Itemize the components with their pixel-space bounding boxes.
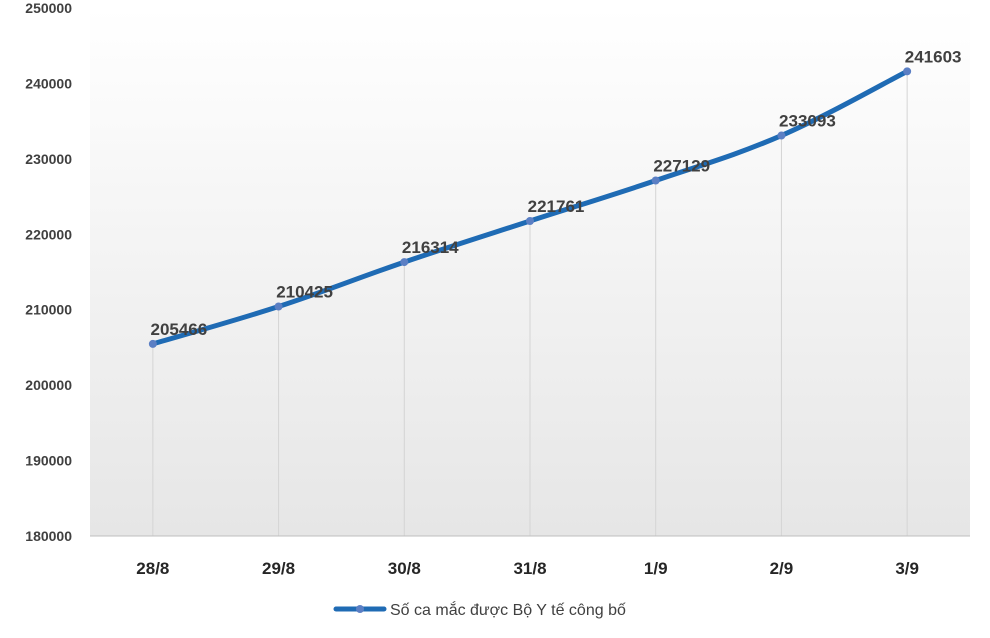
data-label: 221761 <box>528 197 585 216</box>
legend-label: Số ca mắc được Bộ Y tế công bố <box>390 600 626 619</box>
y-tick-label: 200000 <box>25 377 72 393</box>
x-tick-label: 1/9 <box>644 559 668 578</box>
x-tick-label: 2/9 <box>770 559 794 578</box>
legend: Số ca mắc được Bộ Y tế công bố <box>333 600 626 619</box>
y-tick-label: 240000 <box>25 75 72 91</box>
x-tick-label: 31/8 <box>513 559 546 578</box>
y-tick-label: 180000 <box>25 528 72 544</box>
data-label: 233093 <box>779 112 836 131</box>
data-point <box>651 176 660 185</box>
legend-marker <box>356 605 364 613</box>
x-tick-label: 29/8 <box>262 559 295 578</box>
y-tick-label: 230000 <box>25 151 72 167</box>
data-point <box>903 67 912 76</box>
data-point <box>777 131 786 140</box>
data-labels: 205466 210425 216314 221761 227129 233093 2416… <box>150 47 961 339</box>
y-tick-label: 250000 <box>25 0 72 16</box>
data-label: 216314 <box>402 238 459 257</box>
data-point <box>274 302 283 311</box>
x-tick-label: 3/9 <box>895 559 919 578</box>
data-label: 210425 <box>276 283 333 302</box>
data-label: 241603 <box>905 47 962 66</box>
data-point <box>526 217 534 226</box>
x-axis-ticks: 28/8 29/8 30/8 31/8 1/9 2/9 3/9 <box>136 559 919 578</box>
x-tick-label: 30/8 <box>388 559 421 578</box>
x-tick-label: 28/8 <box>136 559 169 578</box>
y-tick-label: 220000 <box>25 226 72 242</box>
series-layer <box>148 67 912 348</box>
data-label: 227129 <box>653 157 710 176</box>
data-label: 205466 <box>150 320 207 339</box>
grid-lines <box>152 71 908 536</box>
y-tick-label: 190000 <box>25 453 72 469</box>
data-point <box>400 258 409 267</box>
y-tick-label: 210000 <box>25 302 72 318</box>
y-axis-ticks: 180000 190000 200000 210000 220000 230000 2400… <box>25 0 72 544</box>
data-point <box>148 339 157 348</box>
